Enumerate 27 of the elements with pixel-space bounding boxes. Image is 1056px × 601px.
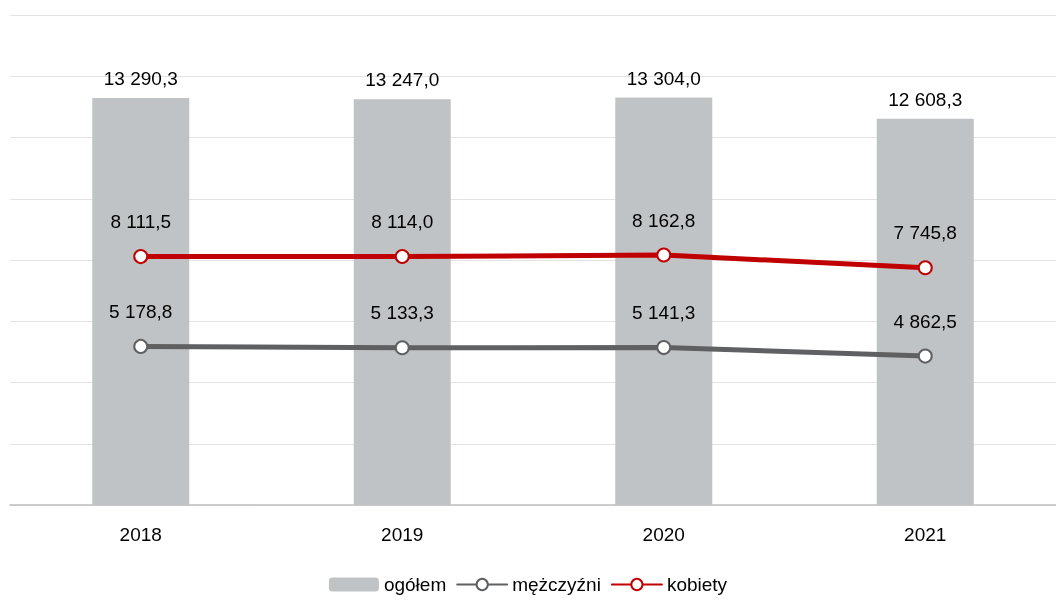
point [917, 260, 933, 276]
data-label: 5 141,3 [632, 302, 696, 324]
point [394, 249, 410, 265]
legend-label: ogółem [383, 574, 447, 595]
data-label: 13 247,0 [365, 69, 440, 91]
data-label: 5 133,3 [370, 302, 434, 324]
point [917, 348, 933, 364]
x-tick-label: 2021 [904, 524, 947, 545]
data-label: 5 178,8 [109, 300, 173, 322]
point [656, 340, 672, 356]
x-tick-label: 2019 [381, 524, 424, 545]
data-label: 7 745,8 [893, 222, 957, 244]
data-label: 13 290,3 [103, 67, 178, 89]
point [656, 247, 672, 263]
legend-label: mężczyźni [512, 574, 601, 595]
data-label: 8 111,5 [110, 211, 172, 233]
data-label: 13 304,0 [626, 67, 701, 89]
legend-label: kobiety [666, 574, 728, 595]
point [133, 338, 149, 354]
data-label: 12 608,3 [888, 88, 963, 110]
point [394, 340, 410, 356]
x-tick-label: 2018 [119, 524, 162, 545]
data-label: 4 862,5 [893, 310, 957, 332]
point [133, 249, 149, 265]
data-label: 8 114,0 [371, 211, 434, 233]
data-label: 8 162,8 [632, 209, 696, 231]
x-tick-label: 2020 [642, 524, 685, 545]
